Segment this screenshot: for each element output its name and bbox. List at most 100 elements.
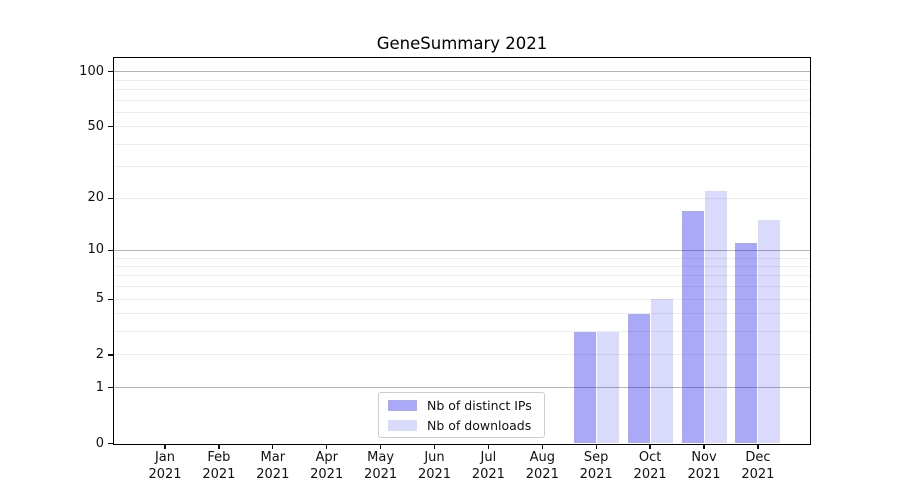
y-tick-label: 1 [95, 379, 104, 395]
x-tick-year: 2021 [417, 466, 452, 482]
x-tick-year: 2021 [633, 466, 667, 482]
x-tickmark [649, 444, 651, 450]
x-tick-year: 2021 [687, 466, 721, 482]
x-tick-label: Mar 2021 [245, 450, 301, 483]
x-tick-month: Oct [638, 450, 662, 465]
x-tickmark [487, 444, 490, 450]
bar-downloads-nov [704, 190, 727, 444]
minor-gridline [114, 286, 810, 288]
y-tick-label: 50 [87, 118, 104, 134]
x-tickmark [541, 444, 543, 450]
legend-item-distinct-ips: Nb of distinct IPs [388, 398, 535, 413]
minor-gridline [114, 197, 810, 199]
minor-gridline [114, 88, 810, 90]
x-tick-label: Oct 2021 [622, 450, 678, 483]
x-tickmark [218, 444, 220, 450]
x-tickmark [703, 444, 705, 450]
x-tick-month: May [367, 450, 395, 465]
y-tickmark [108, 442, 113, 445]
minor-gridline [114, 126, 810, 128]
x-tick-month: Sep [583, 450, 609, 465]
x-tick-year: 2021 [741, 466, 775, 482]
x-tick-label: Aug 2021 [514, 450, 570, 483]
x-tick-year: 2021 [256, 466, 290, 482]
x-tick-month: Feb [207, 450, 231, 465]
y-tickmark [108, 126, 113, 128]
minor-gridline [114, 354, 810, 356]
minor-gridline [114, 79, 810, 81]
legend-label-downloads: Nb of downloads [427, 417, 532, 433]
x-tickmark [595, 444, 597, 450]
legend-swatch-distinct-ips [388, 399, 417, 411]
x-tickmark [326, 444, 328, 450]
major-gridline [114, 249, 810, 251]
y-tick-label: 5 [95, 291, 104, 307]
minor-gridline [114, 99, 810, 101]
x-tick-month: Nov [691, 450, 717, 465]
x-tickmark [433, 444, 436, 450]
bar-downloads-dec [758, 220, 781, 444]
legend-item-downloads: Nb of downloads [388, 418, 535, 433]
x-tick-month: Apr [315, 450, 338, 465]
x-tick-label: Jun 2021 [407, 450, 463, 483]
x-tick-month: Jul [480, 450, 497, 465]
bar-downloads-oct [650, 299, 673, 444]
y-tickmark [108, 249, 113, 251]
x-tick-year: 2021 [202, 466, 236, 482]
x-tick-label: Apr 2021 [299, 450, 355, 483]
x-tick-label: Jan 2021 [137, 450, 193, 483]
y-tickmark [108, 298, 113, 300]
y-tick-label: 20 [87, 190, 104, 206]
x-tick-label: Jul 2021 [460, 450, 516, 483]
x-tick-label: Sep 2021 [568, 450, 624, 483]
x-tick-month: Mar [260, 450, 286, 465]
bar-distinct-ips-oct [627, 313, 650, 444]
x-tick-year: 2021 [579, 466, 613, 482]
x-tick-label: Dec 2021 [730, 450, 786, 483]
x-tickmark [164, 444, 166, 450]
x-tick-month: Dec [745, 450, 771, 465]
y-tick-label: 2 [95, 346, 104, 362]
x-tick-year: 2021 [310, 466, 344, 482]
legend: Nb of distinct IPs Nb of downloads [378, 392, 545, 438]
top-spine [112, 57, 812, 59]
minor-gridline [114, 111, 810, 113]
bar-distinct-ips-sep [573, 331, 596, 444]
chart-title: GeneSummary 2021 [376, 34, 548, 53]
x-tick-label: Nov 2021 [676, 450, 732, 483]
bar-distinct-ips-dec [735, 243, 758, 444]
bar-distinct-ips-nov [681, 210, 704, 444]
x-tickmark [272, 444, 274, 450]
x-tick-label: Feb 2021 [191, 450, 247, 483]
x-tick-year: 2021 [148, 466, 182, 482]
x-tick-month: Jan [154, 450, 176, 465]
bar-downloads-sep [596, 331, 619, 444]
x-tickmark [757, 444, 759, 450]
y-tickmark [108, 354, 113, 356]
y-tickmark [108, 197, 113, 199]
y-tick-label: 0 [95, 435, 104, 451]
right-spine [810, 57, 812, 445]
x-tickmark [379, 444, 382, 450]
y-tickmark [108, 387, 113, 389]
major-gridline [114, 387, 810, 389]
x-tick-year: 2021 [471, 466, 505, 482]
x-tick-year: 2021 [525, 466, 559, 482]
minor-gridline [114, 313, 810, 315]
x-tick-month: Jun [424, 450, 445, 465]
y-tick-label: 100 [79, 63, 104, 79]
y-tickmark [108, 71, 113, 73]
minor-gridline [114, 275, 810, 277]
minor-gridline [114, 265, 810, 267]
x-tick-month: Aug [529, 450, 555, 465]
x-tick-year: 2021 [364, 466, 398, 482]
legend-label-distinct-ips: Nb of distinct IPs [427, 397, 532, 413]
minor-gridline [114, 257, 810, 259]
minor-gridline [114, 298, 810, 300]
y-tick-label: 10 [87, 242, 104, 258]
minor-gridline [114, 166, 810, 168]
x-tick-label: May 2021 [353, 450, 409, 483]
minor-gridline [114, 143, 810, 145]
left-spine [112, 57, 114, 445]
